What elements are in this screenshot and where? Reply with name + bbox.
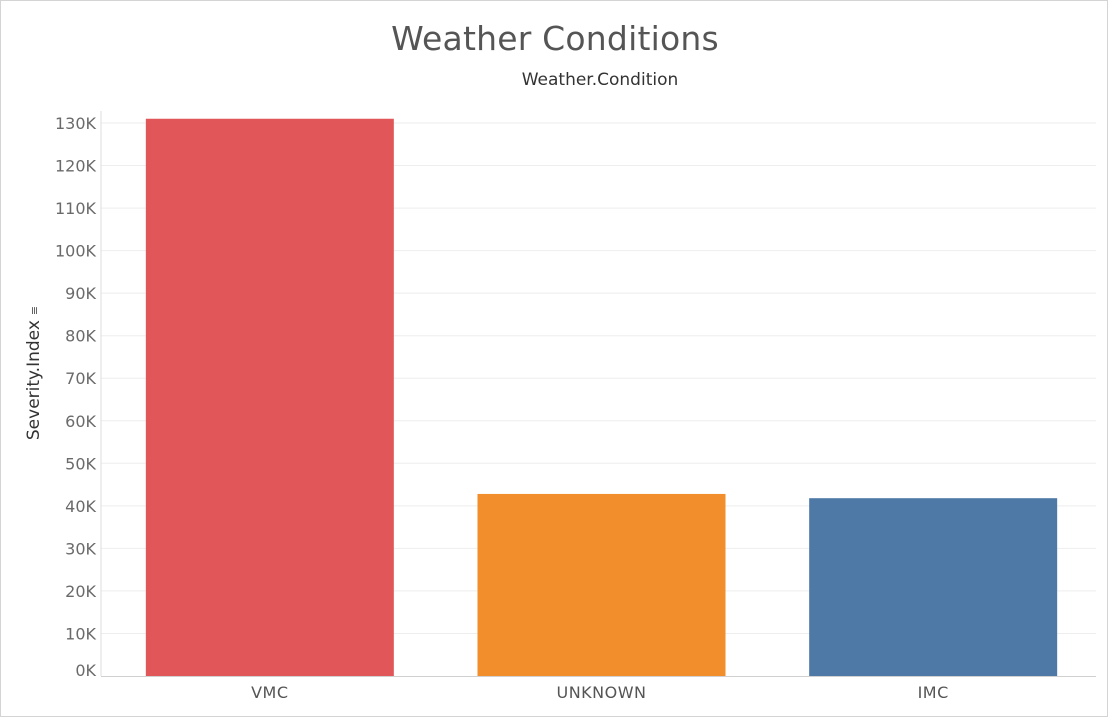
bars <box>145 118 1058 676</box>
y-tick-label: 20K <box>65 582 96 601</box>
bar-unknown[interactable] <box>477 493 726 676</box>
y-tick-label: 30K <box>65 539 96 558</box>
y-tick-label: 60K <box>65 412 96 431</box>
y-tick-label: 130K <box>55 114 97 133</box>
y-tick-label: 120K <box>55 157 97 176</box>
x-tick-label: VMC <box>251 683 288 702</box>
x-tick-label: UNKNOWN <box>556 683 646 702</box>
y-tick-label: 80K <box>65 327 96 346</box>
x-tick-label: IMC <box>918 683 949 702</box>
bar-vmc[interactable] <box>145 118 394 676</box>
y-tick-label: 70K <box>65 369 96 388</box>
y-tick-label: 0K <box>75 661 96 680</box>
y-tick-label: 110K <box>55 199 97 218</box>
y-tick-label: 100K <box>55 242 97 261</box>
axis-labels: 0K 10K 20K 30K 40K 50K 60K 70K 80K 90K 100K 110K 120… <box>55 114 949 702</box>
x-axis-title: Weather.Condition <box>521 70 679 90</box>
axes <box>100 111 1096 677</box>
y-tick-label: 40K <box>65 497 96 516</box>
y-tick-label: 10K <box>65 624 96 643</box>
y-tick-label: 50K <box>65 454 96 473</box>
bar-imc[interactable] <box>809 498 1058 676</box>
y-tick-label: 90K <box>65 284 96 303</box>
chart-title: Weather Conditions <box>391 19 719 58</box>
